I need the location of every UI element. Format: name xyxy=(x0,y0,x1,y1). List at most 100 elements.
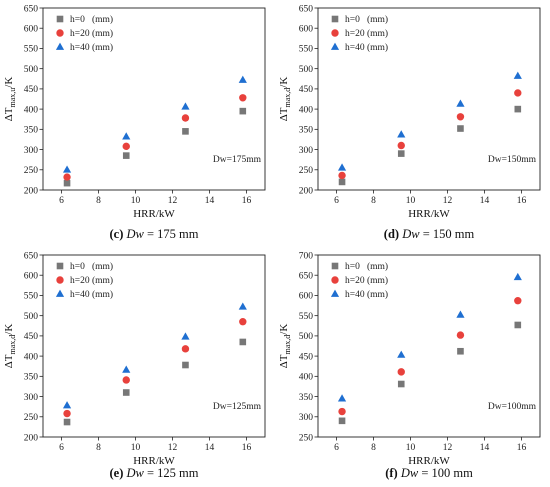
legend-label: h=20 (mm) xyxy=(345,275,388,286)
caption-letter: (f) xyxy=(385,466,398,480)
panel-caption: (e) Dw = 125 mm xyxy=(110,466,199,480)
data-point xyxy=(239,318,247,326)
plot-annotation: Dw=175mm xyxy=(213,155,262,165)
data-point xyxy=(181,332,190,340)
data-point xyxy=(514,89,522,97)
y-axis-title-main: ΔT xyxy=(278,354,290,368)
data-point xyxy=(456,99,465,107)
chart-panel-2: 6 8 10 12 14 16 200 250 300 350 400 450 500 550 600 650… xyxy=(278,4,541,241)
legend-label: h=40 (mm) xyxy=(345,289,388,300)
x-tick-label: 12 xyxy=(443,196,453,206)
y-tick-label: 450 xyxy=(299,352,314,362)
y-tick-label: 550 xyxy=(299,312,314,322)
y-tick-label: 300 xyxy=(24,146,39,156)
y-axis-title: ΔTmax,d/K xyxy=(3,324,17,369)
series-square xyxy=(63,338,247,426)
y-tick-label: 650 xyxy=(299,4,314,14)
legend-marker xyxy=(56,262,64,270)
x-axis-title: HRR/kW xyxy=(408,455,450,467)
legend-label: h=0 (mm) xyxy=(345,261,388,272)
x-tick-label: 14 xyxy=(205,196,215,206)
data-point xyxy=(122,142,130,151)
x-tick-label: 14 xyxy=(480,196,490,206)
legend-marker xyxy=(56,276,64,284)
data-point xyxy=(181,345,190,353)
y-tick-label: 550 xyxy=(24,292,39,302)
y-tick-label: 250 xyxy=(299,166,314,176)
data-point xyxy=(514,321,522,329)
series-triangle xyxy=(337,272,522,402)
data-point xyxy=(337,163,347,171)
x-tick-label: 16 xyxy=(242,443,252,453)
y-axis-title-main: ΔT xyxy=(3,107,15,121)
legend-marker xyxy=(55,289,65,297)
x-axis-title: HRR/kW xyxy=(133,455,175,467)
series-triangle xyxy=(62,75,247,173)
y-tick-label: 600 xyxy=(299,25,314,35)
data-point xyxy=(62,165,72,173)
y-tick-label: 700 xyxy=(299,251,314,261)
panel-caption: (d) Dw = 150 mm xyxy=(384,227,475,241)
x-tick-label: 16 xyxy=(517,196,527,206)
x-tick-label: 8 xyxy=(371,443,376,453)
panel-caption: (f) Dw = 100 mm xyxy=(385,466,473,480)
y-tick-label: 400 xyxy=(24,352,39,362)
caption-letter: (e) xyxy=(110,466,124,480)
caption-value: = 100 mm xyxy=(418,466,473,480)
x-tick-label: 16 xyxy=(517,443,527,453)
y-axis-title: ΔTmax,u/K xyxy=(3,77,17,122)
x-tick-label: 16 xyxy=(242,196,252,206)
legend: h=0 (mm) h=20 (mm) h=40 (mm) xyxy=(330,14,388,53)
caption-variable: Dw xyxy=(400,466,419,480)
legend-label: h=20 (mm) xyxy=(345,28,388,39)
legend-label: h=0 (mm) xyxy=(70,14,113,25)
plot-frame xyxy=(42,254,266,438)
data-point xyxy=(238,75,247,83)
legend-marker xyxy=(56,15,64,23)
chart-panel-3: 6 8 10 12 14 16 200 250 300 350 400 450 500 550 600 650… xyxy=(3,251,266,480)
y-tick-label: 400 xyxy=(24,105,39,115)
y-tick-label: 250 xyxy=(24,166,39,176)
series-square xyxy=(63,107,247,187)
x-tick-label: 6 xyxy=(334,196,339,206)
data-point xyxy=(122,389,130,396)
y-axis-title-subscript: max,d xyxy=(8,335,17,355)
x-tick-label: 8 xyxy=(371,196,376,206)
y-tick-label: 200 xyxy=(24,433,39,443)
data-point xyxy=(397,141,405,150)
data-point xyxy=(63,173,71,181)
legend-marker xyxy=(331,262,339,270)
plot-annotation: Dw=150mm xyxy=(488,155,537,165)
series-circle xyxy=(338,89,522,180)
legend-label: h=0 (mm) xyxy=(345,14,388,25)
y-axis-title-unit: /K xyxy=(278,77,290,88)
legend-marker xyxy=(331,276,339,284)
y-tick-label: 650 xyxy=(24,4,39,14)
y-tick-label: 350 xyxy=(24,126,39,136)
plot-annotation: Dw=125mm xyxy=(213,402,262,412)
legend-marker xyxy=(330,289,340,297)
y-axis-title-unit: /K xyxy=(3,324,15,335)
legend: h=0 (mm) h=20 (mm) h=40 (mm) xyxy=(55,14,113,53)
y-tick-label: 200 xyxy=(299,186,314,196)
y-axis-title-main: ΔT xyxy=(3,354,15,368)
series-square xyxy=(338,105,522,186)
plot-annotation: Dw=100mm xyxy=(488,402,537,412)
data-point xyxy=(182,128,189,135)
y-tick-label: 650 xyxy=(24,251,39,261)
y-tick-label: 350 xyxy=(299,393,314,403)
y-tick-label: 550 xyxy=(299,45,314,55)
legend-marker xyxy=(330,42,340,50)
data-point xyxy=(181,102,190,110)
plot-frame xyxy=(317,254,541,438)
data-point xyxy=(122,132,131,140)
legend-marker xyxy=(331,15,339,23)
data-point xyxy=(62,401,72,409)
y-tick-label: 500 xyxy=(299,65,314,75)
y-tick-label: 550 xyxy=(24,45,39,55)
legend-marker xyxy=(331,29,339,37)
y-tick-label: 500 xyxy=(24,312,39,322)
x-tick-label: 12 xyxy=(168,196,178,206)
legend-label: h=0 (mm) xyxy=(70,261,113,272)
series-triangle xyxy=(337,71,522,171)
